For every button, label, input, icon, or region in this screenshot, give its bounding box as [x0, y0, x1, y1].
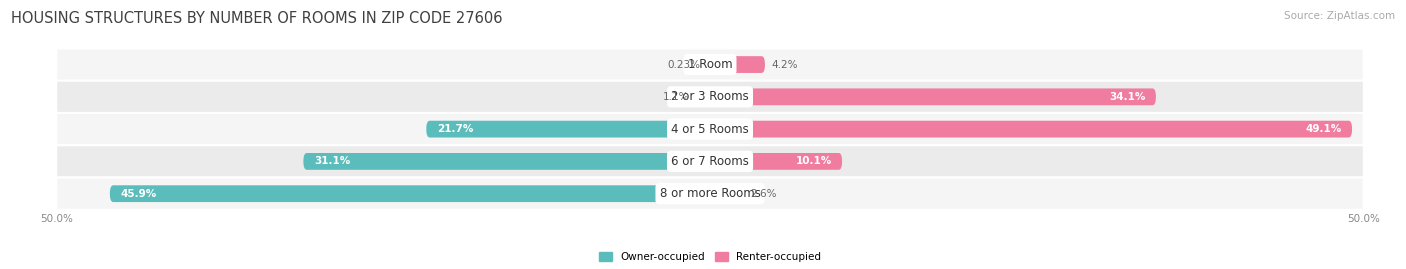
FancyBboxPatch shape	[56, 81, 1364, 113]
FancyBboxPatch shape	[710, 56, 765, 73]
Text: 45.9%: 45.9%	[121, 189, 156, 199]
Text: HOUSING STRUCTURES BY NUMBER OF ROOMS IN ZIP CODE 27606: HOUSING STRUCTURES BY NUMBER OF ROOMS IN…	[11, 11, 503, 26]
Text: 1.1%: 1.1%	[662, 92, 689, 102]
FancyBboxPatch shape	[710, 121, 1353, 137]
Text: 1 Room: 1 Room	[688, 58, 733, 71]
Text: 21.7%: 21.7%	[437, 124, 474, 134]
Text: 0.23%: 0.23%	[668, 59, 700, 70]
FancyBboxPatch shape	[707, 56, 710, 73]
FancyBboxPatch shape	[710, 185, 744, 202]
Text: 10.1%: 10.1%	[796, 156, 831, 167]
Text: 8 or more Rooms: 8 or more Rooms	[659, 187, 761, 200]
FancyBboxPatch shape	[710, 89, 1156, 105]
FancyBboxPatch shape	[56, 113, 1364, 145]
Text: 34.1%: 34.1%	[1109, 92, 1146, 102]
Text: 49.1%: 49.1%	[1305, 124, 1341, 134]
FancyBboxPatch shape	[56, 48, 1364, 81]
Text: 2.6%: 2.6%	[751, 189, 778, 199]
FancyBboxPatch shape	[696, 89, 710, 105]
Text: 4.2%: 4.2%	[772, 59, 799, 70]
Text: 31.1%: 31.1%	[314, 156, 350, 167]
FancyBboxPatch shape	[710, 153, 842, 170]
FancyBboxPatch shape	[426, 121, 710, 137]
Text: 4 or 5 Rooms: 4 or 5 Rooms	[671, 123, 749, 136]
FancyBboxPatch shape	[56, 145, 1364, 178]
FancyBboxPatch shape	[56, 178, 1364, 210]
Text: 6 or 7 Rooms: 6 or 7 Rooms	[671, 155, 749, 168]
FancyBboxPatch shape	[304, 153, 710, 170]
FancyBboxPatch shape	[110, 185, 710, 202]
Text: Source: ZipAtlas.com: Source: ZipAtlas.com	[1284, 11, 1395, 21]
Text: 2 or 3 Rooms: 2 or 3 Rooms	[671, 90, 749, 103]
Legend: Owner-occupied, Renter-occupied: Owner-occupied, Renter-occupied	[595, 247, 825, 266]
